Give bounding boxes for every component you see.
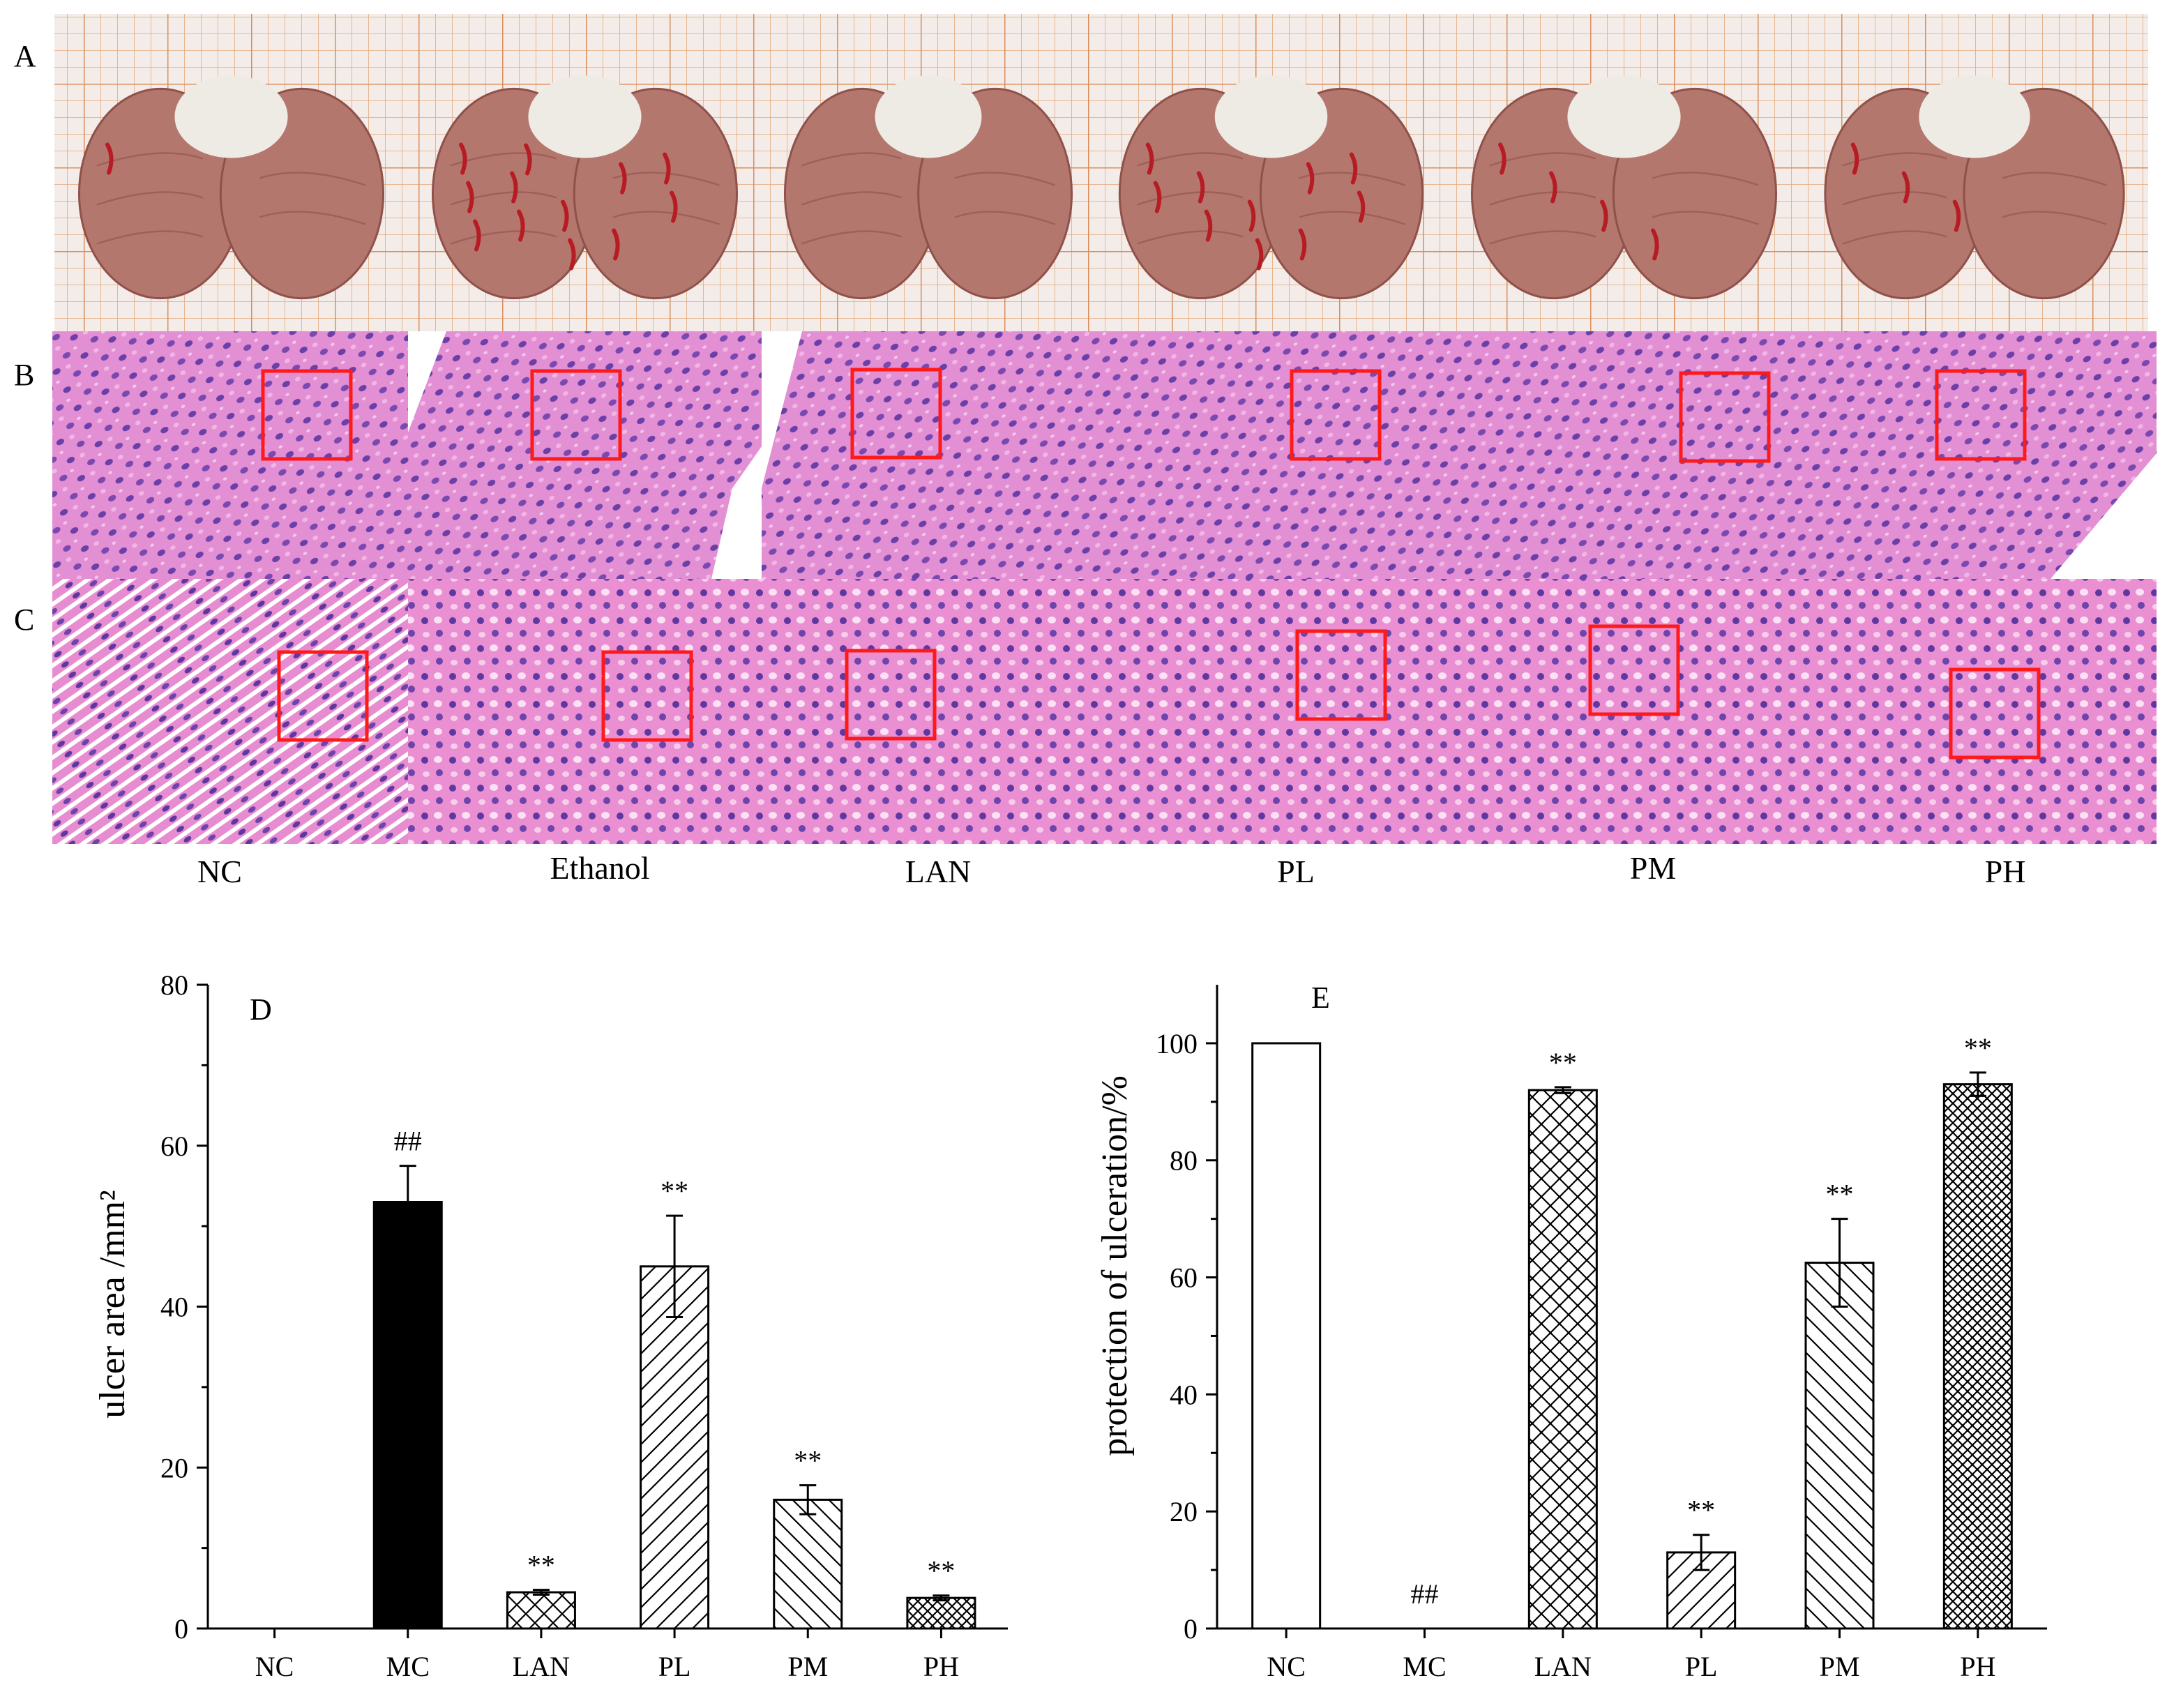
stomach-pm <box>1470 75 1778 300</box>
x-tick-label-nc: NC <box>255 1651 294 1682</box>
y-tick-label: 60 <box>1170 1262 1198 1294</box>
y-tick-label: 100 <box>1156 1028 1198 1059</box>
roi-box-ethanol <box>601 650 693 742</box>
significance-marker-pm: ** <box>794 1445 822 1476</box>
column-label-pm: PM <box>1630 850 1676 886</box>
roi-box-pm <box>1588 624 1680 716</box>
x-tick-label-lan: LAN <box>513 1651 570 1682</box>
histology-high-ethanol <box>408 579 762 844</box>
bar-lan <box>506 1591 576 1630</box>
bar-ph <box>1942 1083 2013 1630</box>
y-tick-label: 60 <box>160 1131 188 1162</box>
histology-high-ph <box>1801 579 2157 844</box>
stomach-lan <box>783 75 1073 300</box>
roi-box-lan <box>845 649 937 741</box>
gross-photo-pl <box>1095 14 1447 331</box>
y-axis-title-d: ulcer area /mm² <box>93 1190 133 1418</box>
histology-low-nc <box>52 331 408 579</box>
histology-high-pl <box>1095 579 1447 844</box>
gross-photo-nc <box>54 14 408 331</box>
bar-pm <box>773 1498 843 1630</box>
y-tick-label: 0 <box>174 1613 188 1645</box>
roi-box-pl <box>1295 629 1387 721</box>
significance-marker-pl: ** <box>1687 1495 1715 1526</box>
column-label-ph: PH <box>1985 854 2026 889</box>
chart-protection-of-ulceration: E protection of ulceration/% 0 20 40 60 80 10… <box>1095 981 2047 1682</box>
roi-box-ethanol <box>530 369 622 461</box>
y-tick-label: 80 <box>1170 1145 1198 1177</box>
stomach-pl <box>1118 75 1424 300</box>
histology-high-pm <box>1447 579 1801 844</box>
significance-marker-ph: ** <box>1964 1032 1992 1064</box>
x-tick-label-lan: LAN <box>1534 1651 1592 1682</box>
histology-low-pl <box>1095 331 1447 579</box>
bar-mc <box>372 1201 443 1630</box>
column-label-ethanol: Ethanol <box>550 850 649 886</box>
roi-box-nc <box>277 650 369 742</box>
chart-ulcer-area: D ulcer area /mm² 0 20 40 60 80 NC MC ## LAN ** PL… <box>93 969 1008 1682</box>
column-label-nc: NC <box>197 854 242 889</box>
histology-row-low-mag <box>52 331 2157 579</box>
gross-photo-row <box>54 14 2148 331</box>
x-tick-label-pm: PM <box>787 1651 828 1682</box>
bar-pm <box>1804 1262 1875 1630</box>
x-tick-label-pl: PL <box>1685 1651 1718 1682</box>
x-tick-label-pl: PL <box>658 1651 691 1682</box>
y-axis-title-e: protection of ulceration/% <box>1095 1075 1135 1456</box>
x-tick-label-ph: PH <box>1960 1651 1995 1682</box>
y-tick-label: 0 <box>1184 1613 1198 1645</box>
gross-photo-ph <box>1801 14 2148 331</box>
roi-box-ph <box>1935 369 2027 461</box>
row-label-b: B <box>14 358 34 392</box>
column-label-pl: PL <box>1277 854 1315 889</box>
bar-lan <box>1527 1089 1598 1630</box>
stomach-ethanol <box>431 75 739 300</box>
bar-nc <box>1251 1042 1322 1630</box>
y-tick-label: 40 <box>160 1292 188 1323</box>
panel-label-d: D <box>250 992 272 1027</box>
roi-box-ph <box>1949 667 2041 759</box>
significance-marker-mc: ## <box>394 1126 422 1157</box>
significance-marker-ph: ** <box>927 1555 955 1587</box>
significance-marker-lan: ** <box>527 1550 555 1581</box>
stomach-nc <box>77 75 385 300</box>
y-tick-label: 40 <box>1170 1379 1198 1410</box>
y-tick-label: 20 <box>1170 1496 1198 1527</box>
histology-high-lan <box>762 579 1095 844</box>
gross-photo-lan <box>762 14 1095 331</box>
x-tick-label-mc: MC <box>386 1651 430 1682</box>
histology-high-nc <box>52 579 408 844</box>
x-tick-label-ph: PH <box>923 1651 959 1682</box>
x-tick-label-nc: NC <box>1267 1651 1306 1682</box>
y-tick-label: 80 <box>160 969 188 1001</box>
gross-photo-pm <box>1447 14 1801 331</box>
significance-marker-pl: ** <box>660 1175 688 1207</box>
gross-photo-ethanol <box>408 14 762 331</box>
histology-row-high-mag <box>52 579 2157 844</box>
roi-box-pl <box>1290 369 1382 461</box>
stomach-ph <box>1824 75 2125 300</box>
y-tick-label: 20 <box>160 1452 188 1483</box>
significance-marker-pm: ** <box>1826 1179 1854 1210</box>
histology-low-pm <box>1447 331 1801 579</box>
x-tick-label-pm: PM <box>1820 1651 1860 1682</box>
significance-marker-mc: ## <box>1411 1578 1439 1610</box>
significance-marker-lan: ** <box>1549 1047 1577 1078</box>
row-label-a: A <box>14 39 36 73</box>
roi-box-lan <box>850 368 942 460</box>
histology-low-ethanol <box>408 331 762 579</box>
column-label-lan: LAN <box>905 854 972 889</box>
histology-low-lan <box>762 331 1095 579</box>
roi-box-pm <box>1679 371 1771 463</box>
roi-box-nc <box>261 369 353 461</box>
row-label-c: C <box>14 603 34 637</box>
bar-ph <box>906 1596 976 1630</box>
x-tick-label-mc: MC <box>1403 1651 1446 1682</box>
bar-pl <box>640 1265 710 1630</box>
panel-label-e: E <box>1311 981 1330 1015</box>
